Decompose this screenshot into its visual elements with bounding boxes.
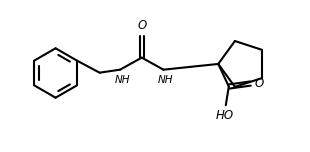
Text: O: O — [137, 19, 146, 32]
Text: O: O — [255, 77, 264, 90]
Text: NH: NH — [158, 75, 173, 85]
Text: NH: NH — [114, 75, 130, 85]
Text: HO: HO — [215, 109, 233, 122]
